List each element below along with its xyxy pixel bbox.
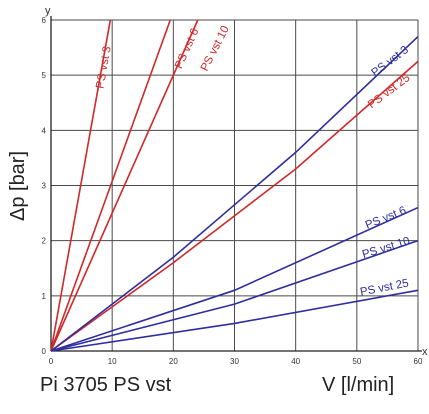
y-tick-label: 5 (42, 71, 47, 80)
chart-axes (50, 16, 422, 352)
chart-grid (51, 19, 419, 351)
series-line-3 (50, 60, 419, 352)
series-label: PS vst 10 (199, 24, 232, 73)
tick-labels: 0 10 20 30 40 50 60 0 1 2 3 4 5 6 (42, 16, 423, 366)
y-tick-label: 6 (42, 16, 47, 25)
series-label: PS vst 3 (94, 45, 113, 89)
series-line-1 (50, 19, 172, 352)
series-line-5 (50, 206, 419, 352)
y-axis-letter: y (45, 5, 51, 17)
y-tick-label: 2 (42, 237, 47, 246)
x-axis-label: V [l/min] (322, 374, 395, 396)
x-tick-label: 10 (108, 357, 117, 366)
y-tick-label: 1 (42, 292, 47, 301)
series-label: PS vst 6 (173, 27, 201, 71)
series-line-7 (50, 289, 419, 352)
series-label: PS vst 25 (366, 72, 413, 111)
y-tick-label: 4 (42, 126, 47, 135)
series-line-2 (50, 19, 199, 352)
y-axis-label: Δp [bar] (7, 151, 29, 221)
x-tick-label: 60 (414, 357, 423, 366)
x-tick-label: 30 (230, 357, 239, 366)
x-axis-letter: x (422, 346, 428, 358)
chart-series (50, 19, 419, 352)
series-label: PS vst 10 (361, 235, 412, 261)
series-label: PS vst 6 (364, 205, 408, 232)
chart-caption: Pi 3705 PS vst (40, 374, 172, 396)
series-line-4 (50, 35, 419, 352)
y-tick-label: 0 (42, 347, 47, 356)
x-tick-label: 40 (291, 357, 300, 366)
series-line-0 (50, 19, 112, 352)
y-tick-label: 3 (42, 182, 47, 191)
x-tick-label: 20 (169, 357, 178, 366)
x-tick-label: 50 (352, 357, 361, 366)
series-line-6 (50, 239, 419, 352)
x-tick-label: 0 (49, 357, 54, 366)
